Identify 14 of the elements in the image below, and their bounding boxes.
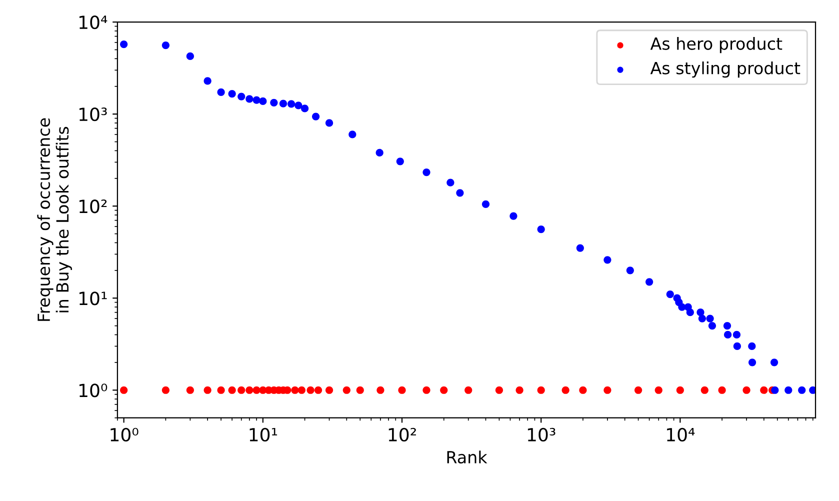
- x-tick-label: 10³: [528, 428, 556, 442]
- legend-label: As hero product: [650, 37, 782, 54]
- x-tick-label: 10⁰: [110, 428, 138, 442]
- y-tick-label: 10⁴: [80, 16, 108, 30]
- y-tick-label: 10⁰: [80, 384, 108, 398]
- y-tick-label: 10³: [80, 108, 107, 122]
- x-tick-label: 10⁴: [667, 428, 695, 442]
- x-tick-label: 10¹: [250, 428, 278, 442]
- x-tick-label: 10²: [388, 428, 416, 442]
- y-tick-label: 10¹: [80, 292, 107, 306]
- y-axis-title: Frequency of occurrence in Buy the Look outfits: [37, 118, 72, 321]
- y-tick-label: 10²: [80, 200, 107, 214]
- legend-label: As styling product: [650, 62, 800, 78]
- x-axis-title: Rank: [447, 450, 488, 464]
